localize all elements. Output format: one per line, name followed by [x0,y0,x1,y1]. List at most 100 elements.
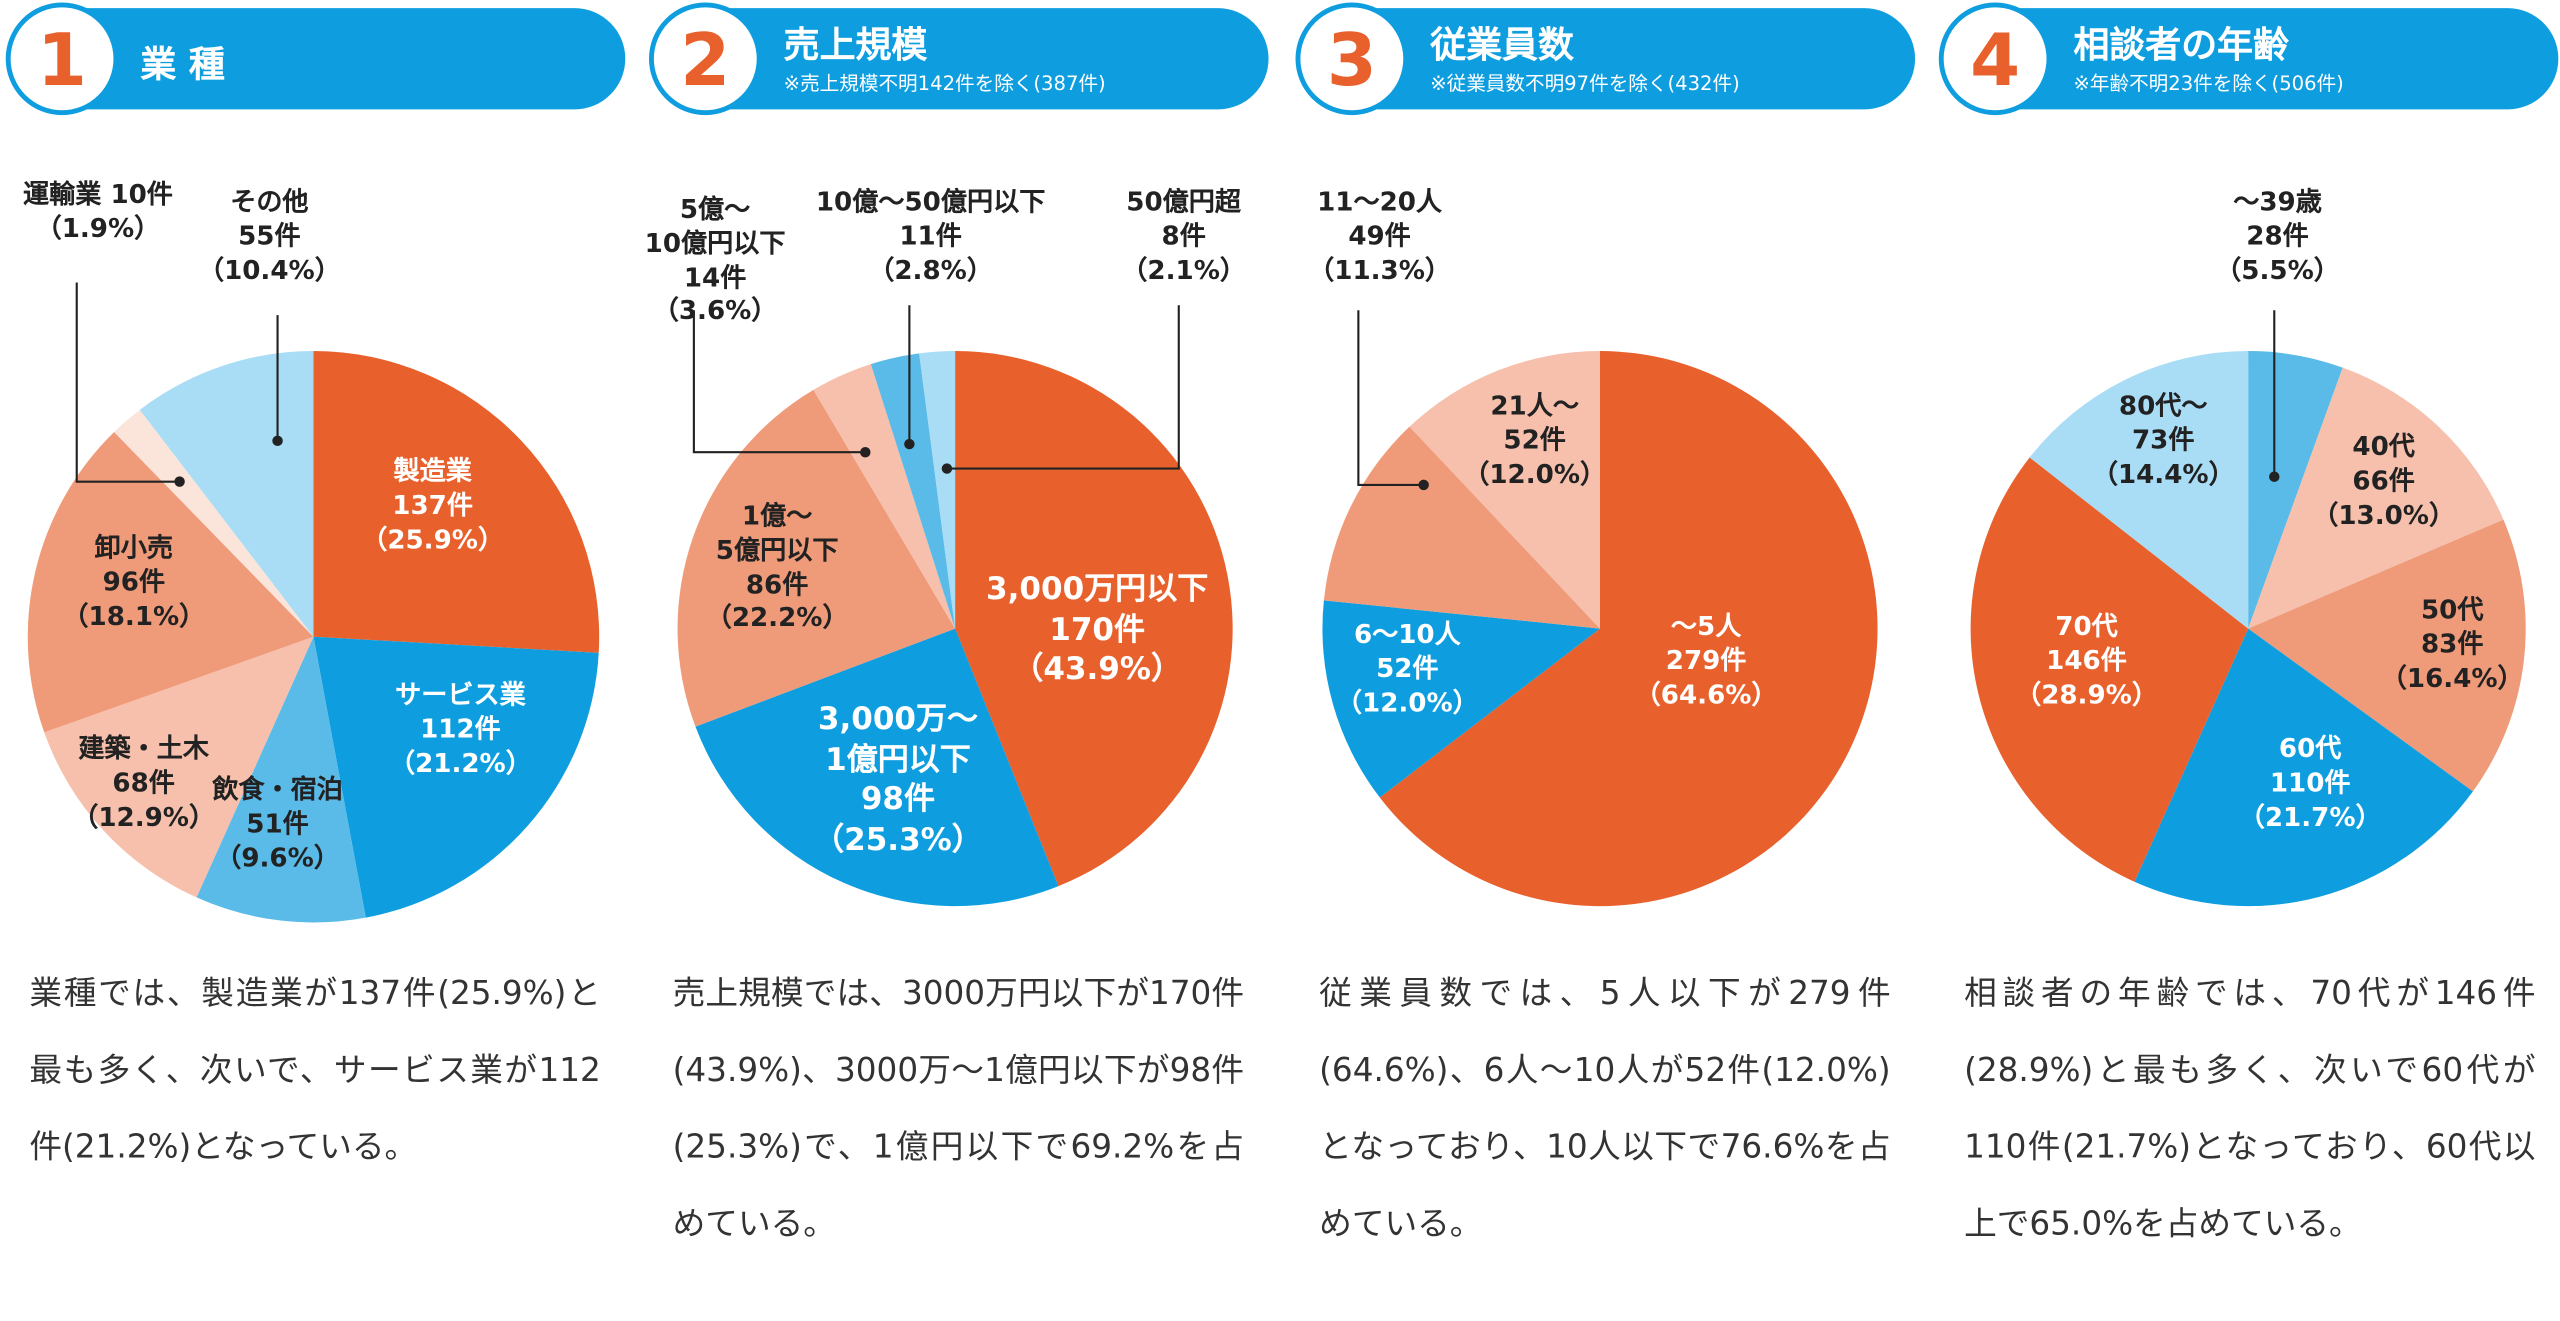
count-label: 68件 [112,766,175,798]
description: 業種では、製造業が137件(25.9%)と最も多く、次いで、サービス業が112件… [29,973,601,1166]
slice-label: 50億円超 8件 （2.1%） [1121,186,1246,288]
category-name: 運輸業 [22,178,102,210]
category-name: 21人～ [1490,389,1579,421]
pie-slice [1379,351,1878,907]
percent-label: （13.0%） [2312,498,2456,530]
count-label: 28件 [2246,219,2309,251]
slice-label: サービス業 112件 （21.2%） [389,679,532,781]
slice-label: 10億～50億円以下 11件 （2.8%） [816,186,1045,288]
pie-slice [44,636,314,898]
percent-label: （21.2%） [388,746,532,778]
pie-slice [695,628,1059,907]
percent-label: （3.6%） [652,295,778,327]
pie-slice [1322,600,1600,798]
leader-dot [174,476,185,487]
percent-label: （14.4%） [2091,457,2235,489]
slice-label: 11～20人 49件 （11.3%） [1308,186,1451,288]
header-title: 売上規模 [783,26,928,67]
header-number: 2 [680,19,731,103]
percent-label: （21.7%） [2238,800,2382,832]
count-label: 96件 [102,565,166,597]
header-number: 1 [37,19,88,103]
percent-label: （2.1%） [1121,253,1247,285]
pie-slice [955,351,1233,887]
header-badge [1938,2,2052,116]
count-label: 11件 [899,219,962,251]
leader-dot [860,447,871,458]
category-name: 50億円超 [1126,185,1242,217]
slice-label: 運輸業 10件 （1.9%） [23,178,173,246]
pie-slice [813,364,956,629]
leader-line [692,310,866,454]
header-subtitle: ※売上規模不明142件を除く(387件) [783,71,1106,95]
header-subtitle: ※従業員数不明97件を除く(432件) [1430,71,1740,95]
count-label: 146件 [2046,644,2127,676]
header-bar [705,8,1269,110]
pie-slice [313,351,600,653]
leader-dot [1418,479,1429,491]
slice-label: 製造業 137件 （25.9%） [361,455,504,557]
count-label: 83件 [2420,627,2484,659]
slice-label: 飲食・宿泊 51件 （9.6%） [212,774,343,876]
leader-dot [2269,471,2280,482]
percent-label: （22.2%） [705,602,849,634]
category-name: 11～20人 [1317,185,1443,217]
pie-slice [313,636,599,918]
count-label: 98件 [860,782,936,818]
header-badge [648,2,762,116]
count-label: 66件 [2352,464,2415,496]
percent-label: （9.6%） [215,841,340,873]
count-label: 86件 [745,568,809,600]
count-label: 52件 [1503,423,1566,455]
percent-label: （18.1%） [62,599,206,631]
count-label: 8件 [1161,219,1206,251]
count-label: 110件 [2269,766,2351,798]
count-label: 112件 [420,712,501,744]
category-name: 50代 [2420,593,2484,625]
percent-label: （25.3%） [813,822,983,859]
count-label: 170件 [1049,611,1146,648]
description: 従業員数では、5人以下が279件(64.6%)、6人～10人が52件(12.0%… [1319,973,1891,1243]
percent-label: （43.9%） [1012,651,1182,688]
header-title: 相談者の年齢 [2073,26,2290,67]
header-title: 業 種 [140,45,225,87]
slice-label: その他 55件 （10.4%） [198,186,341,288]
description: 売上規模では、3000万円以下が170件(43.9%)、3000万～1億円以下が… [672,973,1245,1243]
percent-label: （2.8%） [868,253,993,285]
count-label: 279件 [1665,644,1747,676]
pie-slice [2248,367,2504,629]
category-name: ～5人 [1670,610,1742,642]
pie-slice [114,409,314,637]
category-name: サービス業 [395,678,526,710]
slice-label: 21人～ 52件 （12.0%） [1463,390,1606,492]
count-label: 49件 [1348,219,1411,251]
slice-label: 3,000万円以下 170件 （43.9%） [986,570,1208,691]
slice-label: 5億～ 10億円以下 14件 （3.6%） [645,193,786,329]
leader-line [75,282,180,483]
percent-label: （1.9%） [35,212,161,244]
count-label: 14件 [683,261,747,293]
category-name: 卸小売 [94,531,174,563]
slice-label: ～5人 279件 （64.6%） [1635,610,1778,712]
count-label: 10件 [110,178,173,210]
slice-label: 1億～ 5億円以下 86件 （22.2%） [706,500,849,636]
category-name: 6～10人 [1353,618,1461,650]
slice-label: 50代 83件 （16.4%） [2381,594,2524,696]
header-subtitle: ※年齢不明23件を除く(506件) [2073,71,2344,95]
header-bar [1995,8,2559,110]
pie-slice [1970,457,2249,882]
category-name: 40代 [2352,430,2415,462]
pie-slice [2248,519,2526,792]
header-bar [1351,8,1916,110]
slice-label: 建築・土木 68件 （12.9%） [72,733,215,835]
pie-slice [27,432,314,733]
leader-line [1357,310,1424,486]
header-bar [62,8,626,110]
category-name: 飲食・宿泊 [212,773,343,805]
count-label: 137件 [392,489,473,521]
slice-label: 40代 66件 （13.0%） [2312,431,2455,533]
header-title: 従業員数 [1430,26,1574,67]
